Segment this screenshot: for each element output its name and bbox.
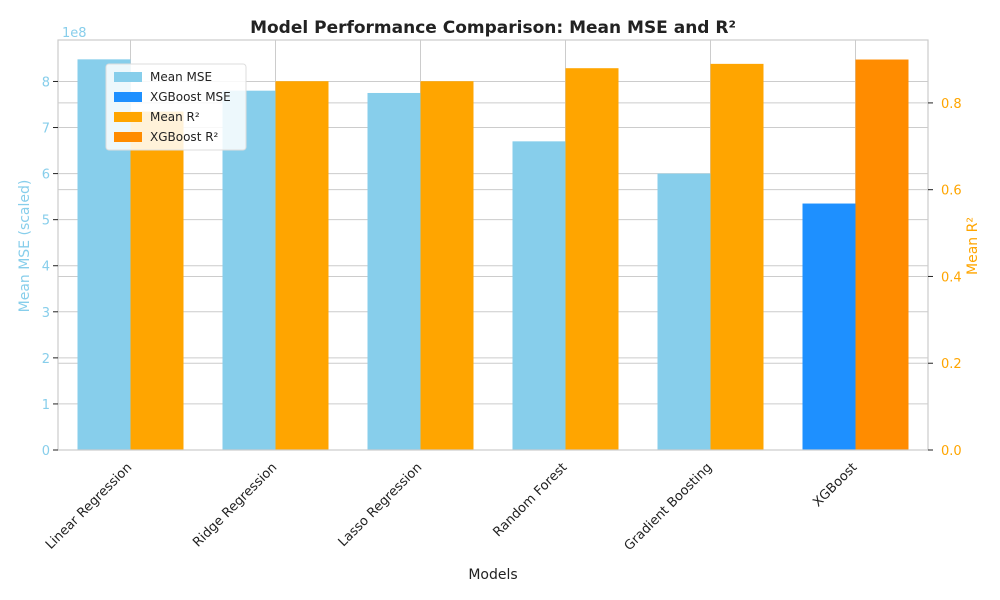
- chart-title: Model Performance Comparison: Mean MSE a…: [250, 18, 736, 38]
- x-axis-label: Models: [468, 567, 517, 583]
- legend-swatch: [114, 132, 142, 142]
- plot-frame: [57, 39, 929, 451]
- right-tick-label: 0.4: [941, 270, 962, 285]
- right-tick-label: 0.8: [941, 97, 962, 112]
- left-tick-label: 5: [42, 214, 50, 229]
- left-axis-label: Mean MSE (scaled): [17, 180, 33, 313]
- legend-swatch: [114, 72, 142, 82]
- bar-r2: [565, 68, 619, 451]
- legend-label: XGBoost R²: [150, 130, 219, 144]
- left-tick-label: 2: [42, 352, 50, 367]
- right-tick-label: 0.2: [941, 357, 962, 372]
- bar-mse: [657, 173, 711, 450]
- right-tick-label: 0.6: [941, 184, 962, 199]
- bar-mse: [512, 141, 566, 450]
- legend: Mean MSE XGBoost MSE Mean R² XGBoost R²: [105, 63, 247, 151]
- right-tick-label: 0.0: [941, 444, 962, 459]
- legend-swatch: [114, 92, 142, 102]
- right-axis-label: Mean R²: [965, 217, 981, 275]
- right-axis-ticks: 0.0 0.2 0.4 0.6 0.8: [928, 97, 962, 459]
- left-tick-label: 1: [42, 398, 50, 413]
- legend-label: XGBoost MSE: [150, 90, 231, 104]
- bar-mse: [222, 90, 276, 450]
- left-tick-label: 0: [42, 444, 50, 459]
- bar-mse: [367, 92, 421, 450]
- bar-r2: [275, 81, 329, 451]
- left-tick-label: 4: [42, 260, 50, 275]
- legend-label: Mean MSE: [150, 70, 212, 84]
- left-tick-label: 6: [42, 168, 50, 183]
- axes: [57, 39, 929, 451]
- left-tick-label: 8: [42, 75, 50, 90]
- bars: [77, 59, 909, 451]
- bar-mse: [802, 203, 856, 450]
- left-axis-ticks: 0 1 2 3 4 5 6 7 8: [42, 75, 58, 459]
- legend-swatch: [114, 112, 142, 122]
- legend-label: Mean R²: [150, 110, 200, 124]
- bar-r2: [130, 111, 184, 450]
- bar-r2: [855, 59, 909, 451]
- left-tick-label: 3: [42, 306, 50, 321]
- bar-r2: [420, 81, 474, 451]
- bar-r2: [710, 63, 764, 451]
- left-axis-multiplier: 1e8: [62, 26, 87, 41]
- left-tick-label: 7: [42, 122, 50, 137]
- legend-box: [105, 63, 247, 151]
